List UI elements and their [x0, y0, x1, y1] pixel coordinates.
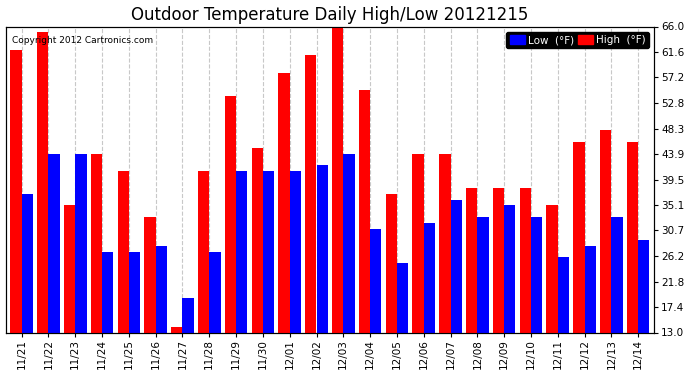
- Bar: [279, 73, 290, 375]
- Bar: [359, 90, 370, 375]
- Bar: [558, 258, 569, 375]
- Bar: [290, 171, 301, 375]
- Bar: [504, 206, 515, 375]
- Bar: [225, 96, 236, 375]
- Legend: Low  (°F), High  (°F): Low (°F), High (°F): [506, 32, 649, 48]
- Bar: [397, 263, 408, 375]
- Bar: [370, 229, 382, 375]
- Bar: [263, 171, 274, 375]
- Bar: [627, 142, 638, 375]
- Bar: [584, 246, 595, 375]
- Bar: [493, 188, 504, 375]
- Bar: [611, 217, 622, 375]
- Bar: [440, 153, 451, 375]
- Bar: [236, 171, 247, 375]
- Bar: [531, 217, 542, 375]
- Bar: [198, 171, 209, 375]
- Bar: [129, 252, 140, 375]
- Bar: [332, 27, 344, 375]
- Bar: [386, 194, 397, 375]
- Bar: [156, 246, 167, 375]
- Bar: [638, 240, 649, 375]
- Bar: [117, 171, 129, 375]
- Bar: [171, 327, 182, 375]
- Bar: [477, 217, 489, 375]
- Bar: [144, 217, 156, 375]
- Bar: [413, 153, 424, 375]
- Title: Outdoor Temperature Daily High/Low 20121215: Outdoor Temperature Daily High/Low 20121…: [131, 6, 529, 24]
- Bar: [344, 153, 355, 375]
- Bar: [209, 252, 221, 375]
- Bar: [546, 206, 558, 375]
- Bar: [102, 252, 113, 375]
- Bar: [252, 148, 263, 375]
- Bar: [305, 56, 317, 375]
- Bar: [64, 206, 75, 375]
- Bar: [317, 165, 328, 375]
- Bar: [451, 200, 462, 375]
- Bar: [520, 188, 531, 375]
- Bar: [75, 153, 86, 375]
- Bar: [91, 153, 102, 375]
- Bar: [466, 188, 477, 375]
- Bar: [10, 50, 21, 375]
- Bar: [573, 142, 584, 375]
- Bar: [21, 194, 33, 375]
- Bar: [424, 223, 435, 375]
- Bar: [48, 153, 60, 375]
- Bar: [600, 130, 611, 375]
- Bar: [37, 32, 48, 375]
- Text: Copyright 2012 Cartronics.com: Copyright 2012 Cartronics.com: [12, 36, 153, 45]
- Bar: [182, 298, 194, 375]
